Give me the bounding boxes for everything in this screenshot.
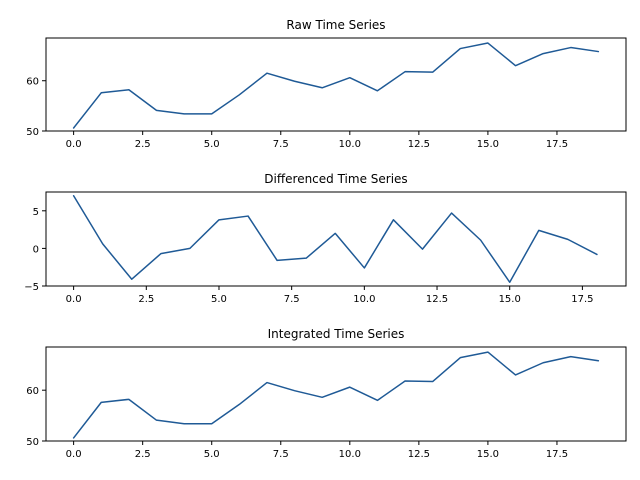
y-tick-label: 60 (26, 386, 39, 397)
x-tick-label: 10.0 (353, 294, 375, 305)
x-tick-label: 12.5 (426, 294, 448, 305)
chart-title: Differenced Time Series (264, 172, 407, 186)
x-tick-label: 17.5 (571, 294, 593, 305)
chart-title: Integrated Time Series (268, 327, 405, 341)
x-tick-label: 2.5 (138, 294, 154, 305)
x-tick-label: 12.5 (408, 449, 430, 460)
series-line (72, 42, 600, 129)
series-line (72, 351, 600, 439)
y-tick-label: −5 (24, 282, 39, 293)
x-tick-label: 17.5 (546, 449, 568, 460)
plot-frame (45, 191, 627, 287)
subplot-1: Raw Time Series 0.0 2.5 5.0 7.5 10.0 12.5 15.0 1… (26, 18, 627, 150)
x-tick-label: 5.0 (204, 449, 220, 460)
x-tick-label: 0.0 (66, 449, 82, 460)
x-tick-label: 17.5 (546, 139, 568, 150)
series-line (72, 195, 598, 283)
plot-frame (45, 37, 627, 132)
y-tick-label: 50 (26, 437, 39, 448)
y-tick-label: 0 (33, 244, 39, 255)
x-tick-label: 0.0 (66, 139, 82, 150)
x-tick-label: 7.5 (273, 139, 289, 150)
subplot-3: Integrated Time Series 0.0 2.5 5.0 7.5 10.0 12… (26, 327, 627, 460)
x-tick-label: 15.0 (499, 294, 521, 305)
x-tick-label: 2.5 (135, 449, 151, 460)
x-tick-label: 15.0 (477, 449, 499, 460)
y-tick-label: 60 (26, 77, 39, 88)
y-tick-label: 50 (26, 127, 39, 138)
plot-frame (45, 346, 627, 442)
x-tick-label: 2.5 (135, 139, 151, 150)
x-tick-label: 0.0 (66, 294, 82, 305)
x-tick-label: 12.5 (408, 139, 430, 150)
x-tick-label: 15.0 (477, 139, 499, 150)
subplot-2: Differenced Time Series 0.0 2.5 5.0 7.5 10.0 1… (24, 172, 627, 305)
x-tick-label: 5.0 (204, 139, 220, 150)
x-tick-label: 7.5 (284, 294, 300, 305)
x-tick-label: 5.0 (211, 294, 227, 305)
y-tick-label: 5 (33, 207, 39, 218)
x-tick-label: 10.0 (339, 139, 361, 150)
chart-title: Raw Time Series (286, 18, 385, 32)
x-tick-label: 7.5 (273, 449, 289, 460)
x-tick-label: 10.0 (339, 449, 361, 460)
